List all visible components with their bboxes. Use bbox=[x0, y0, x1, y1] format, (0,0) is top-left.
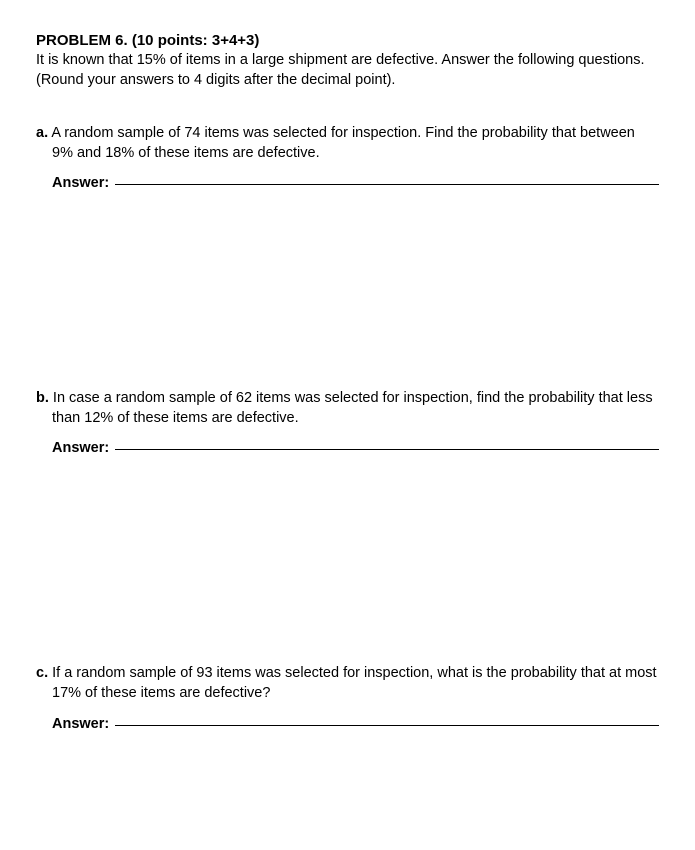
part-c: c. If a random sample of 93 items was se… bbox=[36, 664, 659, 731]
part-b-text: b. In case a random sample of 62 items w… bbox=[36, 389, 659, 428]
answer-blank-c[interactable] bbox=[115, 725, 659, 726]
answer-line-a: Answer: bbox=[36, 175, 659, 191]
part-a: a. A random sample of 74 items was selec… bbox=[36, 124, 659, 191]
answer-blank-a[interactable] bbox=[115, 184, 659, 185]
part-b: b. In case a random sample of 62 items w… bbox=[36, 389, 659, 456]
part-b-label: b. bbox=[36, 390, 49, 406]
answer-label-b: Answer: bbox=[52, 440, 109, 456]
answer-blank-b[interactable] bbox=[115, 449, 659, 450]
part-a-text: a. A random sample of 74 items was selec… bbox=[36, 124, 659, 163]
answer-line-b: Answer: bbox=[36, 440, 659, 456]
part-c-label: c. bbox=[36, 665, 48, 681]
workspace-a bbox=[36, 201, 659, 389]
part-c-text: c. If a random sample of 93 items was se… bbox=[36, 664, 659, 703]
answer-label-c: Answer: bbox=[52, 716, 109, 732]
answer-line-c: Answer: bbox=[36, 716, 659, 732]
part-c-body: If a random sample of 93 items was selec… bbox=[52, 665, 657, 701]
part-a-body: A random sample of 74 items was selected… bbox=[51, 125, 635, 161]
part-a-label: a. bbox=[36, 125, 48, 141]
problem-header: PROBLEM 6. (10 points: 3+4+3) bbox=[36, 32, 659, 49]
answer-label-a: Answer: bbox=[52, 175, 109, 191]
problem-intro: It is known that 15% of items in a large… bbox=[36, 51, 659, 90]
workspace-b bbox=[36, 466, 659, 664]
part-b-body: In case a random sample of 62 items was … bbox=[52, 390, 653, 426]
